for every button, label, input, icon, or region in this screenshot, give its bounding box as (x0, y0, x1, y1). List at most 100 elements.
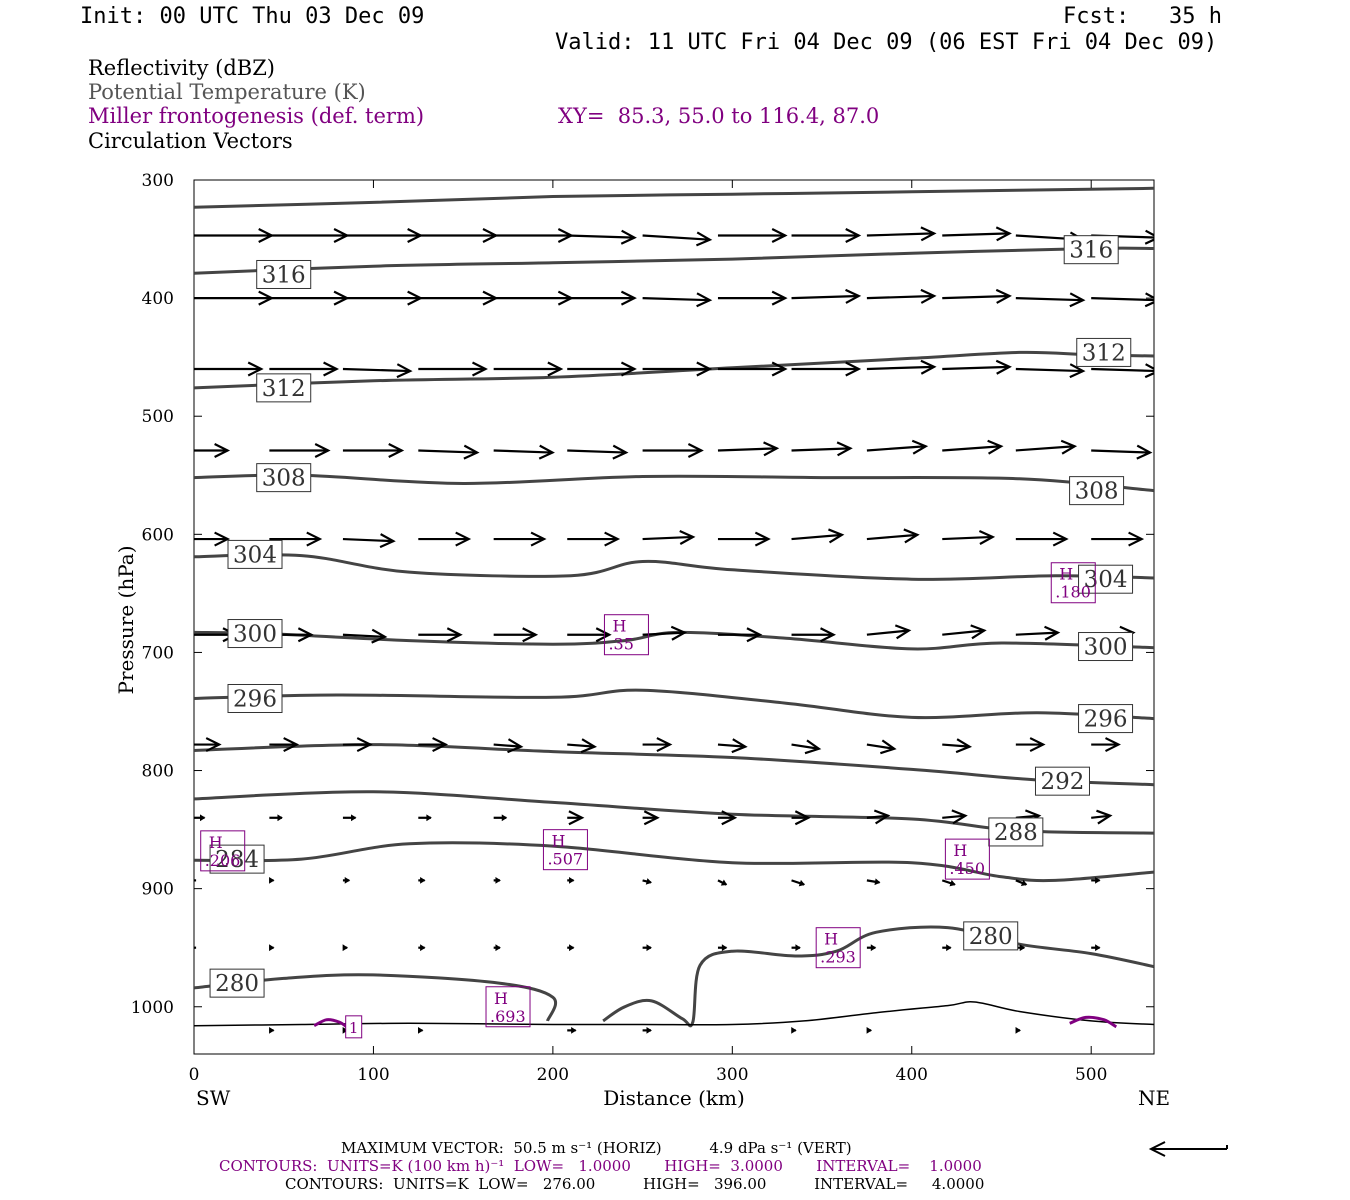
circulation-vector (567, 810, 585, 826)
circulation-vector (717, 290, 788, 306)
legend-reflectivity: Reflectivity (dBZ) (88, 56, 276, 80)
circulation-vector (418, 814, 432, 822)
circulation-vector (418, 876, 426, 884)
x-tick-label: 200 (537, 1065, 569, 1085)
circulation-vector (1091, 876, 1101, 884)
theta-contour-308 (194, 473, 1154, 493)
circulation-vector (194, 290, 275, 306)
x-tick-label: 300 (716, 1065, 748, 1085)
circulation-vector (342, 533, 396, 549)
svg-text:280: 280 (215, 971, 259, 997)
circulation-vector (791, 361, 862, 377)
theta-contour-312 (194, 350, 1154, 390)
circulation-vector (941, 879, 956, 887)
circulation-vector (791, 879, 806, 887)
theta-label: 296 (227, 683, 283, 713)
surface-line (194, 1001, 1154, 1027)
theta-contour-284 (194, 841, 1154, 883)
y-tick-label: 900 (142, 880, 174, 900)
circulation-vector (342, 876, 351, 884)
circulation-vector (866, 878, 881, 886)
theta-label: 292 (1034, 766, 1090, 796)
circulation-vector (1015, 737, 1046, 753)
circulation-vector (717, 627, 763, 643)
circulation-vector (567, 944, 575, 952)
theta-contour-304 (194, 553, 1154, 581)
circulation-vector (194, 531, 231, 547)
circulation-vector (1015, 292, 1086, 308)
x-axis-label: Distance (km) (603, 1086, 745, 1110)
circulation-vector (642, 361, 713, 377)
theta-label: 280 (963, 921, 1019, 951)
circulation-vector (1091, 292, 1154, 308)
svg-text:.450: .450 (949, 859, 985, 878)
svg-text:.293: .293 (820, 948, 856, 967)
svg-text:.206: .206 (205, 851, 241, 870)
theta-label: 308 (1069, 476, 1125, 506)
circulation-vector (567, 290, 637, 306)
circulation-vector (942, 226, 1012, 242)
theta-label: 312 (1076, 337, 1132, 367)
circulation-vector (1091, 531, 1145, 547)
svg-text:.693: .693 (490, 1007, 526, 1026)
svg-text:296: 296 (1084, 707, 1128, 733)
circulation-vector (791, 944, 801, 952)
svg-text:300: 300 (1084, 635, 1128, 661)
circulation-vector (642, 529, 696, 545)
svg-text:H: H (209, 833, 223, 852)
circulation-vector (642, 810, 660, 826)
svg-text:H: H (494, 989, 508, 1008)
circulation-vector (1091, 944, 1101, 952)
frontogenesis-contour (313, 1018, 348, 1029)
theta-label: 284 (209, 844, 265, 874)
frontogenesis-contour (1069, 1015, 1118, 1029)
y-tick-label: 500 (142, 407, 174, 427)
svg-text:.35: .35 (608, 635, 633, 654)
circulation-vector (418, 531, 472, 547)
circulation-vector (866, 226, 937, 242)
circulation-vector (269, 814, 283, 822)
footer-contours-theta: CONTOURS: UNITS=K LOW= 276.00 HIGH= 396.… (285, 1175, 985, 1193)
circulation-vector (866, 359, 937, 375)
circulation-vector (717, 810, 738, 826)
circulation-vector (717, 944, 728, 952)
circulation-vector (493, 444, 555, 460)
circulation-vector (642, 878, 652, 885)
circulation-vector (567, 361, 637, 377)
svg-text:300: 300 (233, 622, 277, 648)
circulation-vector (418, 361, 488, 377)
theta-label: 280 (209, 968, 265, 998)
circulation-vector (642, 737, 673, 753)
reference-vector-arrow (1148, 1141, 1228, 1157)
circulation-vector (567, 876, 575, 884)
circulation-vector (791, 528, 845, 544)
svg-text:H: H (824, 930, 838, 949)
circulation-vector (567, 1026, 577, 1034)
svg-text:H: H (551, 832, 565, 851)
svg-text:288: 288 (994, 820, 1038, 846)
init-time: Init: 00 UTC Thu 03 Dec 09 (80, 4, 425, 29)
theta-contour-300 (194, 630, 1154, 651)
circulation-vector (194, 361, 264, 377)
footer-contours-frontogenesis: CONTOURS: UNITS=K (100 km h)⁻¹ LOW= 1.00… (219, 1157, 982, 1175)
y-tick-label: 400 (142, 289, 174, 309)
circulation-vector (942, 288, 1012, 304)
circulation-vector (342, 944, 349, 952)
circulation-vector (642, 442, 704, 458)
x-end-label-right: NE (1138, 1086, 1170, 1110)
circulation-vector (418, 228, 499, 243)
theta-contour-296 (194, 688, 1154, 721)
circulation-vector (269, 290, 350, 306)
legend-circulation: Circulation Vectors (88, 129, 293, 153)
legend-xy-range: XY= 85.3, 55.0 to 116.4, 87.0 (558, 104, 880, 128)
circulation-vector (567, 738, 597, 754)
x-tick-label: 100 (357, 1065, 389, 1085)
circulation-vector (717, 441, 780, 457)
circulation-vector (269, 944, 275, 952)
circulation-vector (269, 1026, 275, 1034)
circulation-vector (1015, 879, 1028, 887)
circulation-vector (942, 738, 973, 754)
circulation-vector (342, 363, 413, 379)
circulation-vector (269, 737, 300, 753)
